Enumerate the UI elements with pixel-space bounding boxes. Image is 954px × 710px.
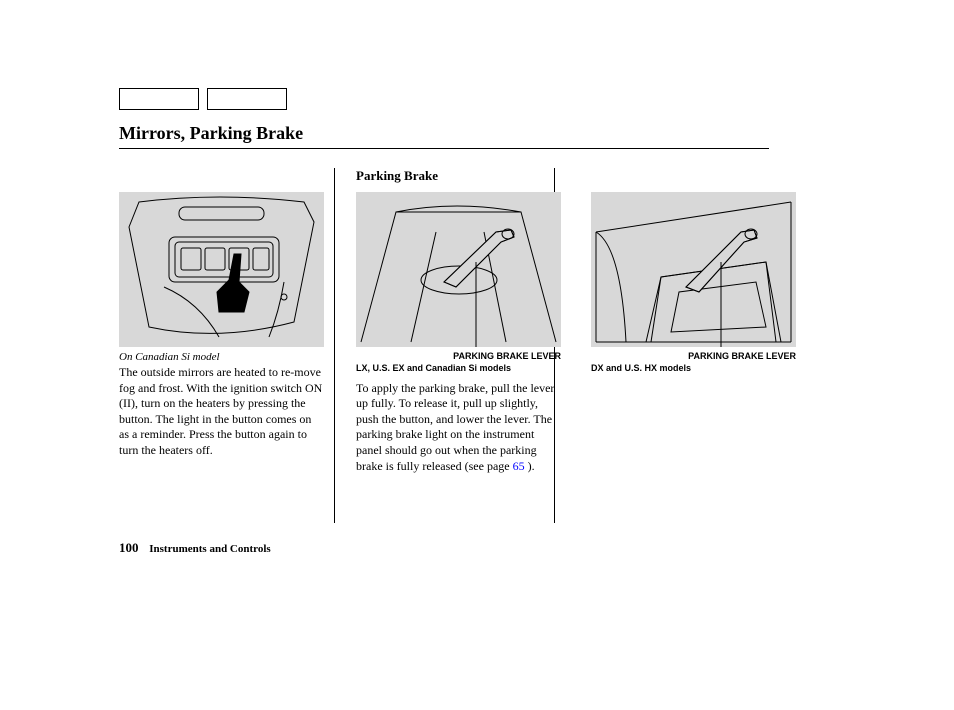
parking-brake-heading: Parking Brake [356,168,561,184]
model-note: On Canadian Si model [119,351,324,363]
figure-parking-brake-1 [356,192,561,347]
mirror-heater-illustration [119,192,324,347]
figure-parking-brake-2 [591,192,796,347]
page-title: Mirrors, Parking Brake [119,123,303,144]
section-name: Instruments and Controls [149,543,270,555]
parking-brake-illustration-1 [356,192,561,347]
col2-body-part2: ). [525,459,535,473]
figure-mirror-heater [119,192,324,347]
page-footer: 100 Instruments and Controls [119,540,271,556]
column-2: Parking Brake [354,168,571,474]
title-rule [119,148,769,149]
page-link[interactable]: 65 [513,459,525,473]
column-3: PARKING BRAKE LEVER DX and U.S. HX model… [591,168,806,474]
header-boxes [119,88,287,110]
column-1: On Canadian Si model The outside mirrors… [119,168,334,474]
fig2-label: PARKING BRAKE LEVER [356,351,561,363]
parking-brake-illustration-2 [591,192,796,347]
col1-body: The outside mirrors are heated to re-mov… [119,365,324,459]
header-box-2 [207,88,287,110]
header-box-1 [119,88,199,110]
page-number: 100 [119,540,139,555]
fig3-label: PARKING BRAKE LEVER [591,351,796,363]
col2-body: To apply the parking brake, pull the lev… [356,381,561,475]
fig2-sublabel: LX, U.S. EX and Canadian Si models [356,363,561,373]
columns: On Canadian Si model The outside mirrors… [119,168,779,474]
manual-page: Mirrors, Parking Brake [0,0,954,710]
fig3-sublabel: DX and U.S. HX models [591,363,796,373]
